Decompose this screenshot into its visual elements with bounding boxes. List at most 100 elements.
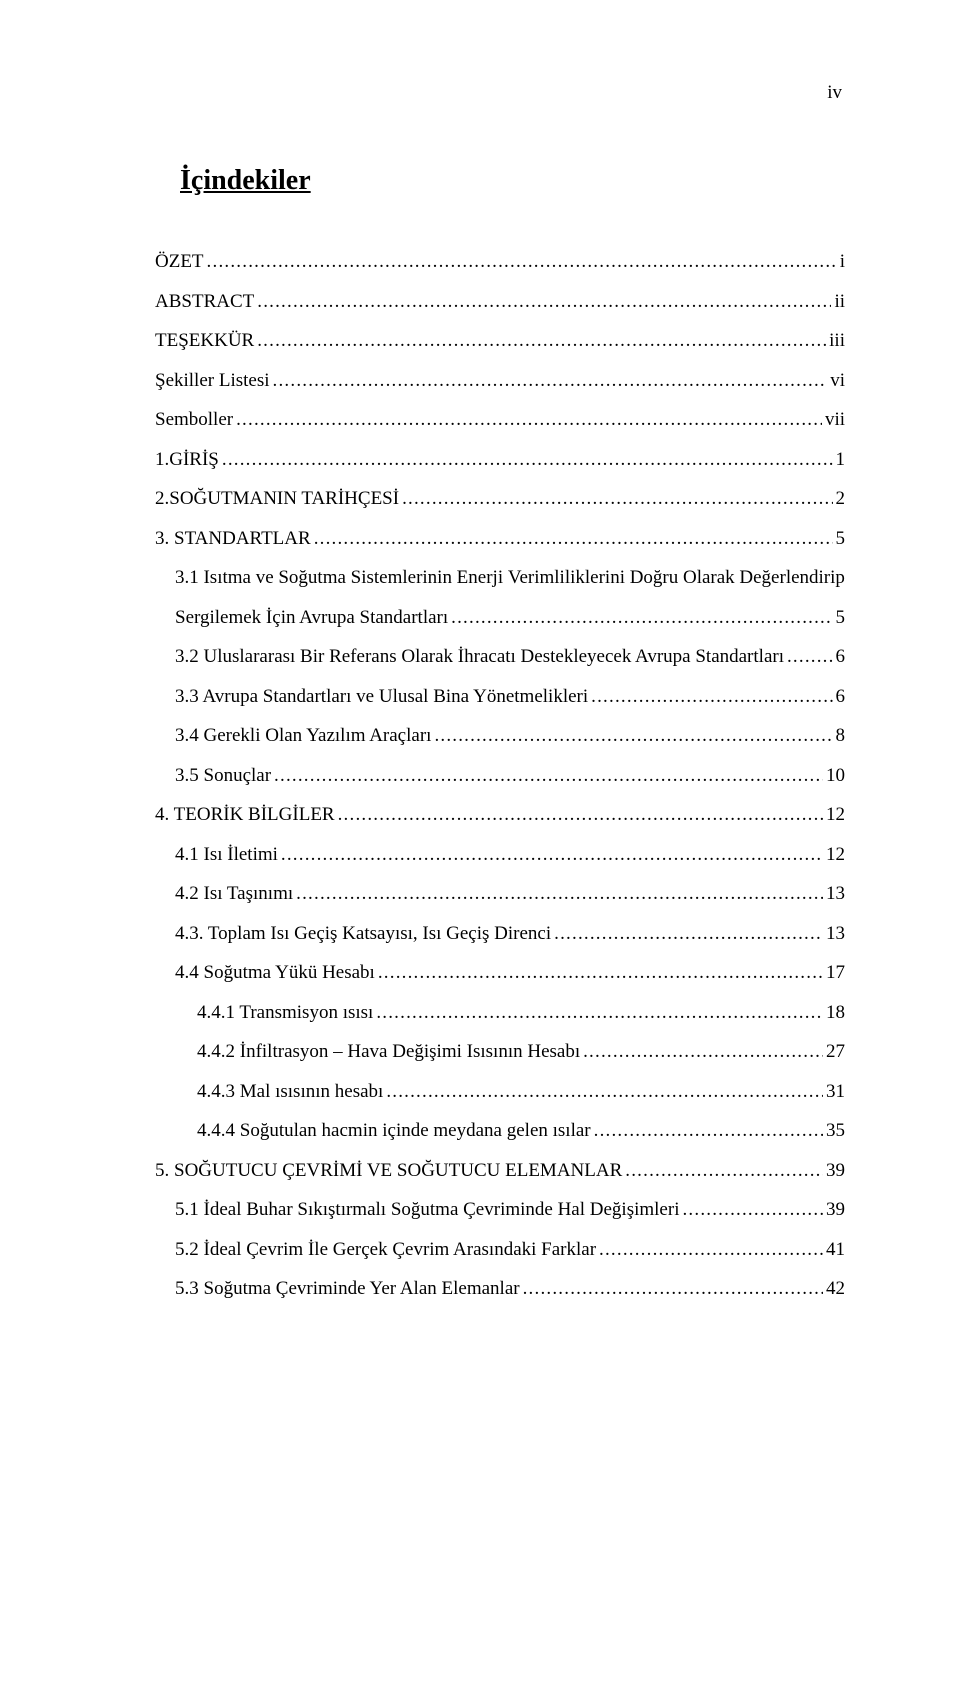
- toc-label: 4.4.2 İnfiltrasyon – Hava Değişimi Isısı…: [197, 1042, 580, 1061]
- toc-page-number: 5: [836, 608, 846, 627]
- toc-leader: [236, 410, 822, 429]
- toc-entry: Sergilemek İçin Avrupa Standartları 5: [155, 608, 845, 627]
- toc-page-number: 6: [836, 647, 846, 666]
- toc-entry: 3.4 Gerekli Olan Yazılım Araçları 8: [155, 726, 845, 745]
- toc-label-word: Olarak: [683, 568, 735, 587]
- toc-label: 5.1 İdeal Buhar Sıkıştırmalı Soğutma Çev…: [175, 1200, 679, 1219]
- toc-page-number: 12: [826, 845, 845, 864]
- toc-entry: TEŞEKKÜR iii: [155, 331, 845, 350]
- toc-page-number: 13: [826, 924, 845, 943]
- toc-leader: [257, 292, 831, 311]
- toc-leader: [281, 845, 823, 864]
- toc-entry: 1.GİRİŞ 1: [155, 450, 845, 469]
- toc-label: 2.SOĞUTMANIN TARİHÇESİ: [155, 489, 399, 508]
- toc-entry: ABSTRACT ii: [155, 292, 845, 311]
- toc-entry: 3.2 Uluslararası Bir Referans Olarak İhr…: [155, 647, 845, 666]
- toc-label: TEŞEKKÜR: [155, 331, 254, 350]
- toc-page-number: 31: [826, 1082, 845, 1101]
- toc-leader: [386, 1082, 823, 1101]
- toc-entry: 3.1IsıtmaveSoğutmaSistemlerininEnerjiVer…: [155, 568, 845, 587]
- toc-label: Sergilemek İçin Avrupa Standartları: [175, 608, 448, 627]
- toc-label: 4.4.3 Mal ısısının hesabı: [197, 1082, 383, 1101]
- toc-page-number: 39: [826, 1161, 845, 1180]
- toc-entry: 5.3 Soğutma Çevriminde Yer Alan Elemanla…: [155, 1279, 845, 1298]
- toc-leader: [338, 805, 823, 824]
- page-number-roman: iv: [827, 82, 842, 104]
- toc-label-word: Soğutma: [278, 568, 346, 587]
- toc-label: 4. TEORİK BİLGİLER: [155, 805, 335, 824]
- toc-leader: [207, 252, 837, 271]
- toc-entry: 4.3. Toplam Isı Geçiş Katsayısı, Isı Geç…: [155, 924, 845, 943]
- document-page: iv İçindekiler ÖZET i ABSTRACT ii TEŞEKKÜR…: [0, 0, 960, 1691]
- toc-page-number: 10: [826, 766, 845, 785]
- table-of-contents: ÖZET iABSTRACT iiTEŞEKKÜR iiiŞekiller Li…: [155, 252, 845, 1298]
- toc-label: 5. SOĞUTUCU ÇEVRİMİ VE SOĞUTUCU ELEMANLA…: [155, 1161, 622, 1180]
- toc-entry: 5. SOĞUTUCU ÇEVRİMİ VE SOĞUTUCU ELEMANLA…: [155, 1161, 845, 1180]
- toc-leader: [314, 529, 833, 548]
- toc-label: 4.4.1 Transmisyon ısısı: [197, 1003, 373, 1022]
- toc-entry: 4.4.4 Soğutulan hacmin içinde meydana ge…: [155, 1121, 845, 1140]
- toc-entry: 3.5 Sonuçlar 10: [155, 766, 845, 785]
- toc-page-number: 18: [826, 1003, 845, 1022]
- toc-label: ÖZET: [155, 252, 204, 271]
- toc-page-number: 27: [826, 1042, 845, 1061]
- toc-entry: 4.4.3 Mal ısısının hesabı 31: [155, 1082, 845, 1101]
- toc-label: 4.1 Isı İletimi: [175, 845, 278, 864]
- toc-label-word: Enerji: [457, 568, 503, 587]
- toc-entry: 4.2 Isı Taşınımı 13: [155, 884, 845, 903]
- toc-page-number: 39: [826, 1200, 845, 1219]
- toc-page-number: 1: [836, 450, 846, 469]
- toc-leader: [378, 963, 823, 982]
- toc-label: 3.2 Uluslararası Bir Referans Olarak İhr…: [175, 647, 784, 666]
- toc-entry: 3. STANDARTLAR 5: [155, 529, 845, 548]
- toc-label: ABSTRACT: [155, 292, 254, 311]
- toc-label-word: Sistemlerinin: [351, 568, 452, 587]
- toc-leader: [787, 647, 833, 666]
- toc-label: Semboller: [155, 410, 233, 429]
- toc-entry: 2.SOĞUTMANIN TARİHÇESİ 2: [155, 489, 845, 508]
- toc-entry: 4.4.2 İnfiltrasyon – Hava Değişimi Isısı…: [155, 1042, 845, 1061]
- toc-entry: 5.1 İdeal Buhar Sıkıştırmalı Soğutma Çev…: [155, 1200, 845, 1219]
- toc-page-number: vii: [825, 410, 845, 429]
- toc-leader: [599, 1240, 823, 1259]
- toc-leader: [523, 1279, 823, 1298]
- toc-entry: Semboller vii: [155, 410, 845, 429]
- toc-label-word: Doğru: [630, 568, 679, 587]
- toc-page-number: 8: [836, 726, 846, 745]
- toc-label-word: ve: [256, 568, 274, 587]
- toc-leader: [222, 450, 833, 469]
- toc-leader: [434, 726, 832, 745]
- toc-leader: [583, 1042, 823, 1061]
- toc-label: 5.2 İdeal Çevrim İle Gerçek Çevrim Arası…: [175, 1240, 596, 1259]
- toc-label-word: Isıtma: [203, 568, 251, 587]
- toc-label-word: Değerlendirip: [739, 568, 845, 587]
- toc-label: 4.4.4 Soğutulan hacmin içinde meydana ge…: [197, 1121, 591, 1140]
- toc-entry: 4.1 Isı İletimi 12: [155, 845, 845, 864]
- toc-leader: [257, 331, 826, 350]
- toc-leader: [591, 687, 832, 706]
- toc-entry: 4.4 Soğutma Yükü Hesabı 17: [155, 963, 845, 982]
- toc-label-word: 3.1: [175, 568, 199, 587]
- toc-page-number: 5: [836, 529, 846, 548]
- toc-page-number: ii: [834, 292, 845, 311]
- toc-page-number: 2: [836, 489, 846, 508]
- toc-entry: ÖZET i: [155, 252, 845, 271]
- toc-leader: [594, 1121, 823, 1140]
- toc-label: 5.3 Soğutma Çevriminde Yer Alan Elemanla…: [175, 1279, 520, 1298]
- toc-label: 3.3 Avrupa Standartları ve Ulusal Bina Y…: [175, 687, 588, 706]
- toc-label: 4.2 Isı Taşınımı: [175, 884, 293, 903]
- toc-leader: [682, 1200, 823, 1219]
- toc-label: 4.4 Soğutma Yükü Hesabı: [175, 963, 375, 982]
- toc-entry: 4. TEORİK BİLGİLER 12: [155, 805, 845, 824]
- toc-label: 3. STANDARTLAR: [155, 529, 311, 548]
- toc-page-number: i: [840, 252, 845, 271]
- toc-leader: [274, 766, 823, 785]
- toc-leader: [296, 884, 823, 903]
- toc-leader: [376, 1003, 823, 1022]
- toc-page-number: 41: [826, 1240, 845, 1259]
- toc-leader: [554, 924, 823, 943]
- toc-label: 3.4 Gerekli Olan Yazılım Araçları: [175, 726, 431, 745]
- toc-label: Şekiller Listesi: [155, 371, 270, 390]
- toc-page-number: 35: [826, 1121, 845, 1140]
- toc-heading: İçindekiler: [180, 165, 845, 197]
